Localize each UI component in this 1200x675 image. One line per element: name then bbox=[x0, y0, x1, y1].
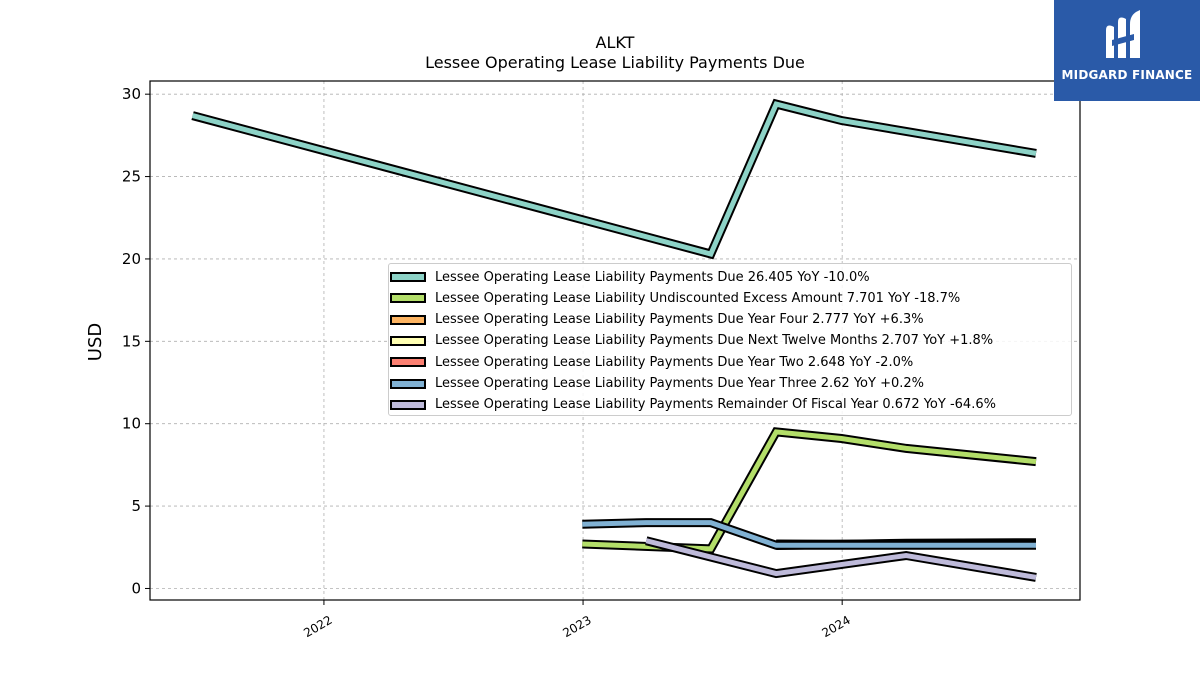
legend-swatch bbox=[390, 293, 426, 304]
legend-swatch bbox=[390, 335, 426, 346]
y-tick-label: 30 bbox=[122, 85, 141, 103]
logo-mark-icon bbox=[1106, 10, 1140, 58]
series-line-5 bbox=[582, 520, 1036, 548]
legend-label: Lessee Operating Lease Liability Payment… bbox=[435, 269, 870, 285]
legend-swatch bbox=[390, 314, 426, 325]
legend-label: Lessee Operating Lease Liability Payment… bbox=[435, 333, 994, 349]
y-tick-label: 0 bbox=[131, 579, 141, 597]
legend-label: Lessee Operating Lease Liability Undisco… bbox=[435, 290, 961, 306]
legend-label: Lessee Operating Lease Liability Payment… bbox=[435, 354, 914, 370]
legend-label: Lessee Operating Lease Liability Payment… bbox=[435, 312, 924, 328]
series-line-outline-0 bbox=[191, 98, 1037, 260]
chart-legend: Lessee Operating Lease Liability Payment… bbox=[388, 263, 1072, 416]
legend-swatch bbox=[390, 272, 426, 282]
logo-text: MIDGARD FINANCE bbox=[1061, 68, 1193, 82]
y-tick-label: 10 bbox=[122, 415, 141, 433]
series-lines bbox=[191, 98, 1037, 582]
x-tick-label: 2022 bbox=[301, 613, 334, 640]
plot-area-frame bbox=[149, 80, 1081, 601]
legend-swatch bbox=[390, 357, 426, 368]
legend-swatch bbox=[390, 399, 426, 410]
x-axis-ticks: 2022 2023 2024 bbox=[301, 600, 853, 640]
legend-label: Lessee Operating Lease Liability Payment… bbox=[435, 376, 924, 391]
y-axis-ticks: 0 5 10 15 20 25 30 bbox=[122, 85, 150, 597]
y-tick-label: 15 bbox=[122, 332, 141, 350]
chart-title: ALKT bbox=[596, 33, 635, 52]
chart-subtitle: Lessee Operating Lease Liability Payment… bbox=[425, 53, 805, 72]
y-tick-label: 20 bbox=[122, 250, 141, 268]
legend-label: Lessee Operating Lease Liability Payment… bbox=[435, 397, 996, 413]
midgard-finance-logo: MIDGARD FINANCE bbox=[1054, 0, 1200, 101]
y-axis-label: USD bbox=[85, 323, 106, 361]
series-line-1 bbox=[582, 429, 1037, 552]
legend-swatch bbox=[390, 378, 426, 389]
y-tick-label: 5 bbox=[131, 497, 141, 515]
series-line-outline-1 bbox=[582, 427, 1037, 554]
x-tick-label: 2024 bbox=[819, 613, 852, 640]
x-tick-label: 2023 bbox=[560, 613, 593, 640]
series-line-0 bbox=[191, 101, 1037, 257]
series-line-6 bbox=[645, 538, 1037, 580]
y-tick-label: 25 bbox=[122, 168, 141, 186]
